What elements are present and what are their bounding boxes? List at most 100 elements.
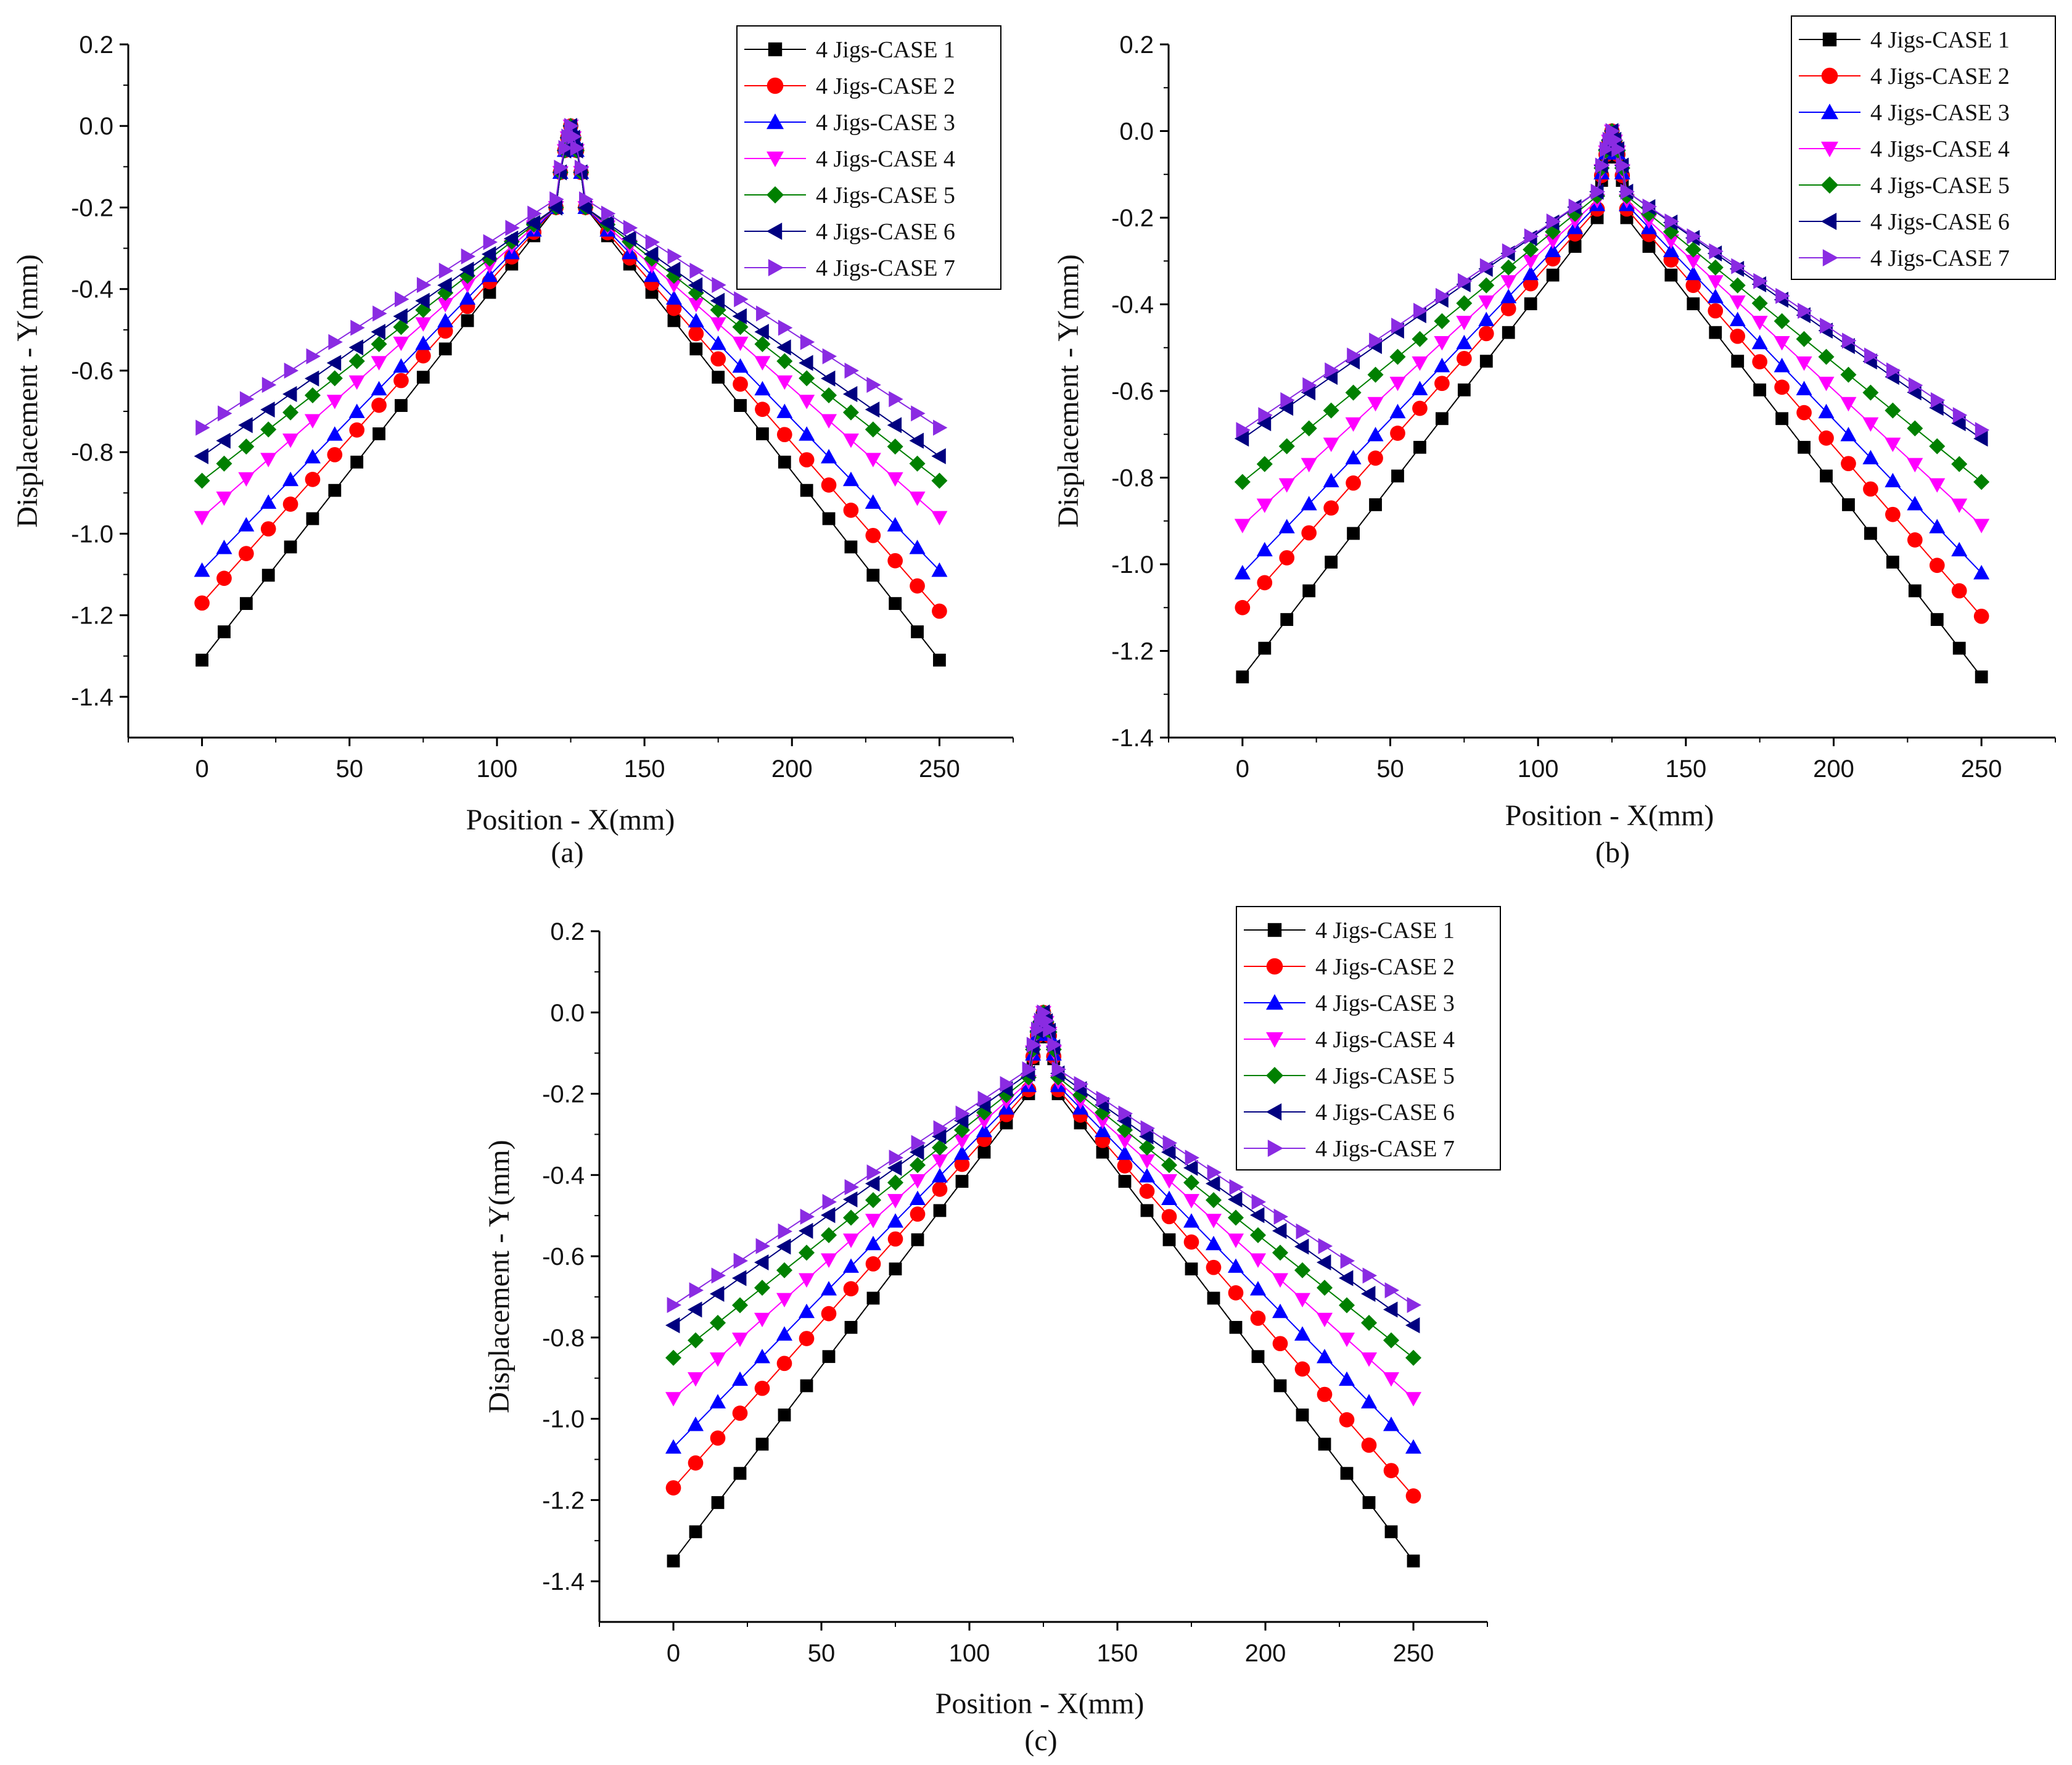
data-point [776,339,791,356]
chart-panel-a: 0.2 0.0 -0.2 -0.4 -0.6 -0.8 -1.0 -1.2 -1.4 0 50 100… [11,25,1014,869]
data-point [843,1281,859,1297]
legend-marker [767,113,784,130]
data-point [393,358,409,373]
data-point [710,1394,726,1409]
data-point [349,422,365,438]
data-point [887,1231,903,1247]
data-point [195,653,208,667]
data-point [645,234,660,250]
data-point [1478,295,1495,310]
data-point [304,414,321,429]
data-point [776,1293,792,1308]
data-point [1251,1350,1265,1364]
data-point [239,391,255,408]
data-point [1405,1488,1421,1504]
data-point [644,246,659,263]
data-point [865,1256,881,1272]
data-point [887,472,903,487]
data-point [667,1297,681,1314]
data-point [1117,1158,1133,1174]
data-point [1228,1285,1244,1301]
data-point [799,355,813,371]
legend-box [1791,15,2056,280]
data-point [284,540,297,554]
data-point [194,562,210,577]
data-point [194,472,210,489]
data-point [1250,1253,1266,1268]
data-point [284,362,299,379]
data-point [577,199,592,216]
x-tick-label: 50 [808,1640,836,1667]
data-point [1930,392,1946,408]
data-point [710,1286,725,1302]
y-tick-label: -0.4 [71,276,113,303]
data-point [910,1190,926,1205]
data-point [1405,1392,1421,1407]
data-point [1234,519,1251,533]
data-point [1000,1076,1014,1092]
data-point [1864,347,1879,364]
legend-box [736,25,1001,290]
legend: 4 Jigs-CASE 1 4 Jigs-CASE 2 4 Jigs-CASE 3 4… [1791,15,2056,280]
data-point [1367,366,1384,383]
data-point [1500,289,1517,303]
data-point [776,1238,791,1255]
data-point [1729,311,1746,326]
axes: 0.2 0.0 -0.2 -0.4 -0.6 -0.8 -1.0 -1.2 -1.4 0 50 100… [542,918,1488,1667]
y-tick-label: -1.0 [542,1406,585,1433]
data-point [1546,268,1560,282]
legend-marker [1266,958,1283,975]
data-point [821,370,836,387]
data-point [1272,1245,1288,1261]
chart-panel-b: 0.2 0.0 -0.2 -0.4 -0.6 -0.8 -1.0 -1.2 -1.4 0 50 100… [1052,15,2056,869]
data-point [799,395,815,409]
data-point [1929,438,1946,455]
data-point [1139,1139,1155,1156]
data-point [393,319,409,335]
y-axis-title: Displacement - Y(mm) [1052,254,1085,527]
data-point [1369,332,1384,349]
data-point [1280,613,1294,626]
data-point [688,326,704,342]
data-point [438,342,452,356]
data-point [1234,474,1251,490]
data-point [1234,565,1251,580]
data-point [1339,1297,1355,1314]
y-tick-label: 0.2 [1119,31,1154,59]
data-point [866,569,880,582]
legend-label: 4 Jigs-CASE 2 [1315,954,1455,980]
data-point [328,334,343,350]
data-point [1369,498,1382,511]
data-point [1047,1037,1062,1053]
data-point [932,1167,948,1183]
data-point [1973,430,1988,447]
data-point [1272,1336,1288,1352]
data-point [1250,1207,1265,1224]
data-point [282,404,299,421]
data-point [1864,527,1877,540]
data-point [665,1349,681,1366]
panel-caption: (a) [551,836,583,869]
data-point [1842,498,1855,511]
data-point [1234,430,1249,447]
data-point [1729,295,1746,310]
data-point [710,292,725,309]
legend-label: 4 Jigs-CASE 6 [1870,209,2010,235]
legend-label: 4 Jigs-CASE 7 [816,255,955,281]
data-point [733,1253,748,1269]
x-tick-label: 150 [1665,755,1706,783]
data-point [756,305,771,322]
data-point [910,1144,924,1161]
data-point [1412,331,1428,347]
data-point [1139,1183,1155,1199]
legend-label: 4 Jigs-CASE 3 [1315,990,1455,1016]
legend-marker [1267,1140,1283,1157]
data-point [348,339,364,356]
x-tick-label: 200 [1813,755,1854,783]
data-point [1457,383,1471,397]
x-axis-title: Position - X(mm) [935,1687,1145,1720]
data-point [754,1312,770,1328]
data-point [1478,277,1495,294]
data-point [326,370,343,387]
